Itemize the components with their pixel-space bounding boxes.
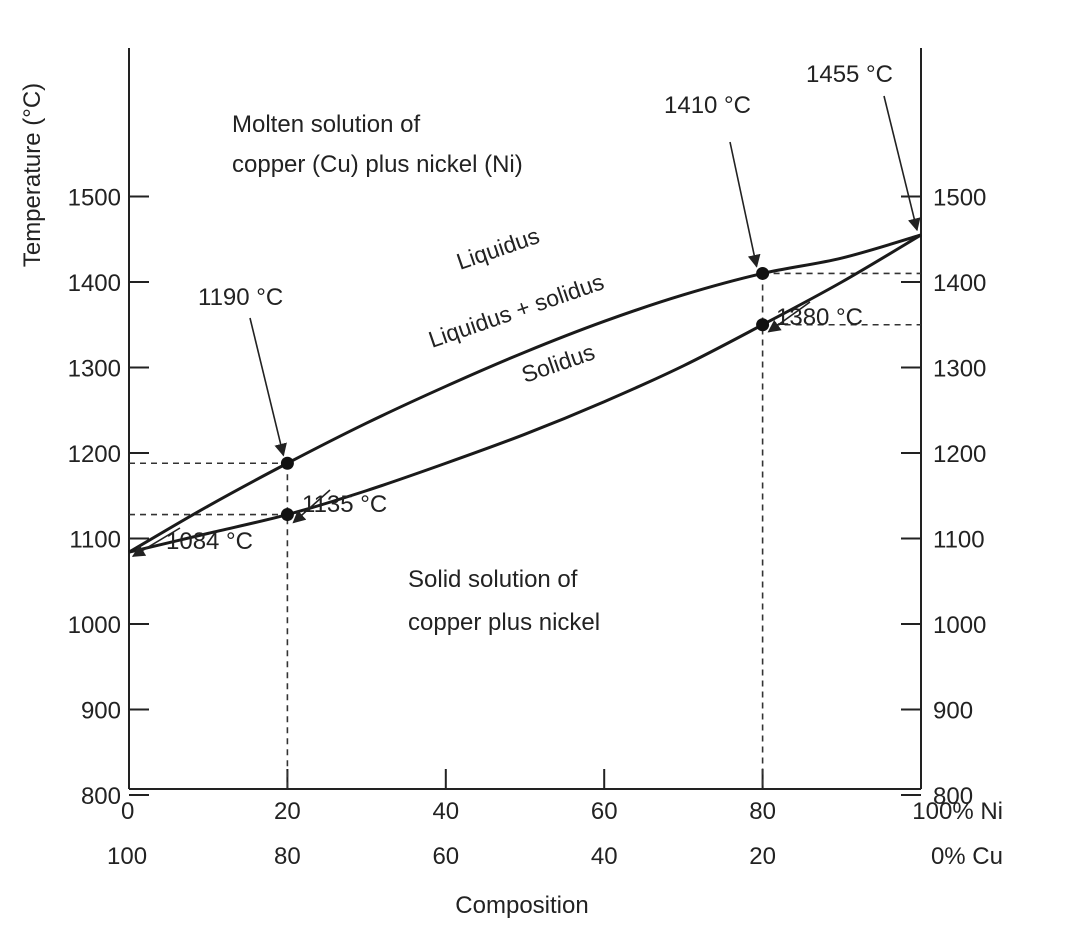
- callout-arrow-3: [767, 301, 811, 333]
- liquid-region-label-line2: copper (Cu) plus nickel (Ni): [232, 151, 523, 178]
- y-tick-label-right-1000: 1000: [933, 612, 986, 639]
- callout-label-1455: 1455 °C: [806, 61, 893, 88]
- x-tick-label-ni-0: 0: [121, 798, 134, 825]
- x-tick-label-ni-100: 100% Ni: [912, 798, 1003, 825]
- points-group: [280, 266, 770, 522]
- curves-group: [128, 233, 922, 554]
- callout-arrow-2: [729, 141, 761, 268]
- mixed-region-label: Liquidus + solidus: [425, 268, 607, 352]
- y-tick-label-left-1400: 1400: [68, 270, 121, 297]
- callout-label-1410: 1410 °C: [664, 92, 751, 119]
- phase-point-1: [280, 508, 294, 522]
- y-tick-label-right-1400: 1400: [933, 270, 986, 297]
- callout-label-1190: 1190 °C: [198, 284, 283, 311]
- guide-lines-group: [129, 272, 921, 789]
- y-tick-label-left-1200: 1200: [68, 441, 121, 468]
- x-tick-label-ni-40: 40: [432, 798, 459, 825]
- x-tick-label-ni-80: 80: [749, 798, 776, 825]
- y-tick-label-right-800: 800: [933, 783, 973, 810]
- phase-point-2: [756, 266, 770, 280]
- x-tick-label-ni-60: 60: [591, 798, 618, 825]
- solid-region-label-line2: copper plus nickel: [408, 609, 600, 636]
- y-tick-label-right-1200: 1200: [933, 441, 986, 468]
- curve-liquidus: [128, 233, 922, 554]
- x-tick-label-cu-100: 0% Cu: [931, 843, 1003, 870]
- liquid-region-label-line1: Molten solution of: [232, 111, 420, 138]
- curve-solidus: [128, 233, 922, 554]
- y-tick-label-right-1100: 1100: [933, 527, 985, 554]
- y-tick-label-left-800: 800: [81, 783, 121, 810]
- x-tick-label-cu-20: 80: [274, 843, 301, 870]
- callout-label-1135: 1135 °C: [302, 491, 387, 518]
- callout-label-1380: 1380 °C: [776, 304, 863, 331]
- callout-arrow-0: [249, 317, 287, 457]
- y-tick-label-left-1000: 1000: [68, 612, 121, 639]
- y-tick-label-right-900: 900: [933, 698, 973, 725]
- callout-arrows-group: [131, 95, 921, 557]
- x-tick-label-ni-20: 20: [274, 798, 301, 825]
- callout-arrow-5: [883, 95, 921, 232]
- callout-label-1084: 1084 °C: [166, 528, 253, 555]
- phase-point-3: [756, 318, 770, 332]
- labels-group: Molten solution of copper (Cu) plus nick…: [19, 61, 893, 919]
- x-tick-label-cu-0: 100: [107, 843, 147, 870]
- y-tick-label-right-1300: 1300: [933, 356, 986, 383]
- solidus-curve-label: Solidus: [518, 339, 598, 388]
- y-tick-label-left-1300: 1300: [68, 356, 121, 383]
- solid-region-label-line1: Solid solution of: [408, 566, 578, 593]
- x-tick-label-cu-40: 60: [432, 843, 459, 870]
- y-axis-title: Temperature (°C): [19, 83, 46, 267]
- liquidus-curve-label: Liquidus: [453, 222, 542, 274]
- x-tick-label-cu-60: 40: [591, 843, 618, 870]
- y-tick-label-left-900: 900: [81, 698, 121, 725]
- x-axis-title: Composition: [455, 892, 588, 919]
- y-tick-label-right-1500: 1500: [933, 185, 986, 212]
- y-tick-label-left-1100: 1100: [69, 527, 121, 554]
- callout-arrow-1: [292, 489, 331, 524]
- y-tick-label-left-1500: 1500: [68, 185, 121, 212]
- callout-arrow-4: [131, 527, 181, 557]
- phase-point-0: [280, 456, 294, 470]
- x-tick-label-cu-80: 20: [749, 843, 776, 870]
